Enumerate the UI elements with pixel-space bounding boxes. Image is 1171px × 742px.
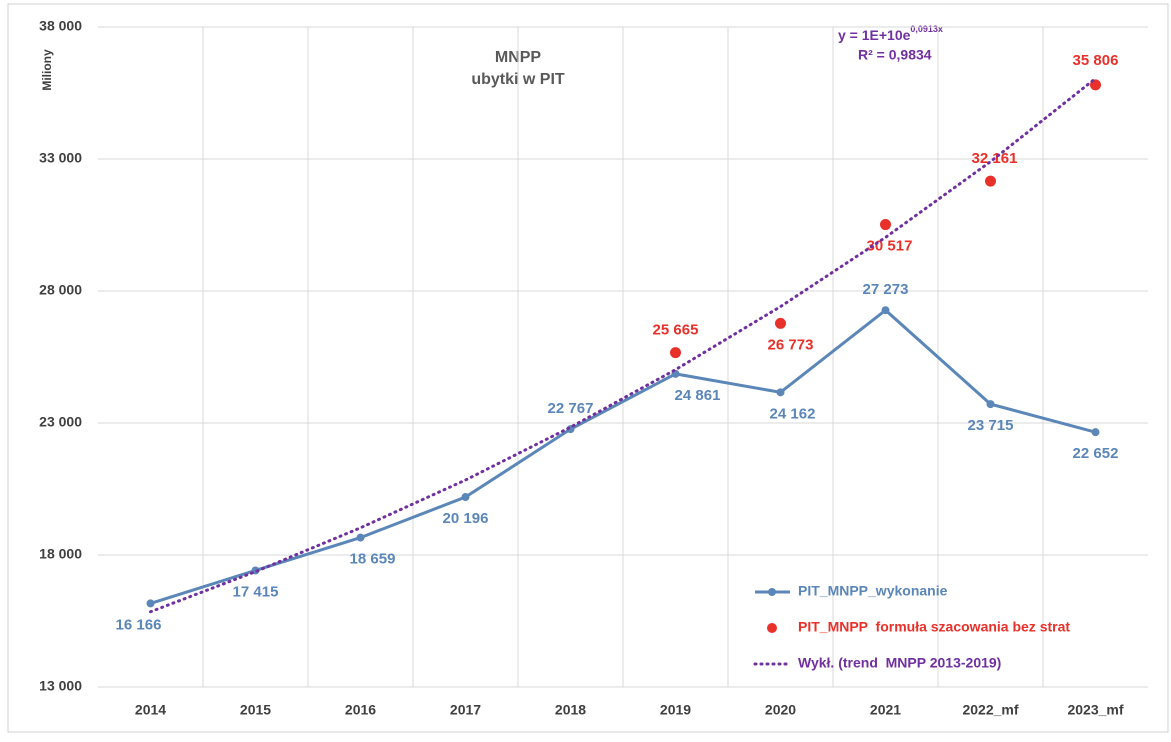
estimate-marker xyxy=(775,317,786,329)
x-tick-label: 2023_mf xyxy=(1067,702,1123,718)
legend-label: PIT_MNPP_wykonanie xyxy=(798,583,948,599)
data-label: 20 196 xyxy=(443,510,489,527)
equation-base: y = 1E+10e xyxy=(838,27,911,43)
data-label: 18 659 xyxy=(350,551,396,568)
data-label: 17 415 xyxy=(233,583,279,600)
chart-frame xyxy=(7,3,1169,733)
marker xyxy=(776,388,785,397)
data-label: 26 773 xyxy=(768,336,814,353)
estimate-marker xyxy=(880,219,891,231)
marker xyxy=(356,533,365,542)
x-tick-label: 2021 xyxy=(870,702,901,718)
x-tick-label: 2014 xyxy=(135,702,166,718)
equation-exponent: 0,0913x xyxy=(910,24,943,34)
series-line xyxy=(150,308,1096,605)
y-tick-label: 23 000 xyxy=(39,414,82,430)
data-label: 24 861 xyxy=(675,387,721,404)
x-tick-label: 2016 xyxy=(345,702,376,718)
x-tick-label: 2022_mf xyxy=(962,702,1018,718)
x-tick-label: 2017 xyxy=(450,702,481,718)
equation: y = 1E+10e0,0913x xyxy=(838,24,943,42)
y-tick-label: 33 000 xyxy=(39,150,82,166)
data-label: 24 162 xyxy=(770,405,816,422)
legend-label: Wykł. (trend MNPP 2013-2019) xyxy=(798,655,1001,671)
y-tick-label: 38 000 xyxy=(39,18,82,34)
data-label: 27 273 xyxy=(863,281,909,298)
y-tick-label: 13 000 xyxy=(39,678,82,694)
data-label: 22 767 xyxy=(548,400,594,417)
legend-marker xyxy=(767,623,777,633)
x-tick-label: 2018 xyxy=(555,702,586,718)
estimate-marker xyxy=(985,175,996,187)
y-tick-label: 28 000 xyxy=(39,282,82,298)
y-axis-label: Miliony xyxy=(40,49,54,91)
r-squared: R² = 0,9834 xyxy=(858,47,932,63)
marker xyxy=(881,306,890,315)
marker xyxy=(461,493,470,502)
estimate-marker xyxy=(670,347,681,359)
x-tick-label: 2020 xyxy=(765,702,796,718)
legend-label: PIT_MNPP formuła szacowania bez strat xyxy=(798,619,1070,635)
marker xyxy=(1091,428,1100,437)
x-tick-label: 2019 xyxy=(660,702,691,718)
data-label: 22 652 xyxy=(1073,445,1119,462)
data-label: 23 715 xyxy=(968,417,1014,434)
data-label: 35 806 xyxy=(1073,52,1119,69)
data-label: 25 665 xyxy=(653,322,699,339)
legend-marker xyxy=(768,588,776,596)
y-tick-label: 18 000 xyxy=(39,546,82,562)
trend-line xyxy=(149,76,1097,614)
marker xyxy=(146,599,155,608)
marker xyxy=(986,400,995,409)
x-tick-label: 2015 xyxy=(240,702,271,718)
data-label: 16 166 xyxy=(116,616,162,633)
